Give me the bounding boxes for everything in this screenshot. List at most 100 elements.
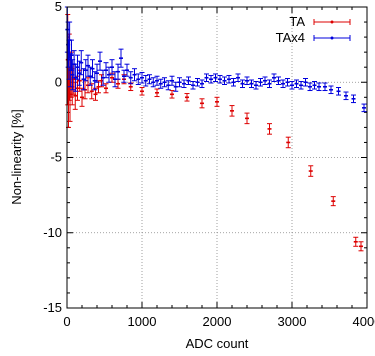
y-tick-label: -10 — [43, 225, 62, 240]
data-point — [94, 63, 100, 83]
data-point — [240, 79, 245, 89]
data-point — [177, 77, 182, 88]
data-point — [280, 79, 286, 89]
data-point — [143, 74, 149, 87]
legend-item-tax4: TAx4 — [276, 30, 351, 45]
data-point — [303, 77, 308, 87]
data-point — [298, 80, 304, 90]
data-point — [109, 59, 115, 76]
data-point — [97, 51, 103, 71]
data-point — [351, 94, 356, 104]
data-point — [103, 83, 109, 94]
data-point — [87, 66, 93, 86]
data-point — [229, 105, 235, 117]
data-point — [139, 71, 145, 84]
data-point — [115, 63, 121, 80]
data-point — [361, 103, 367, 113]
data-point — [118, 48, 124, 68]
y-axis-title: Non-linearity [%] — [9, 109, 24, 204]
x-tick-label: 4000 — [353, 314, 375, 329]
data-point — [181, 79, 187, 89]
data-point — [330, 196, 336, 207]
data-point — [285, 136, 291, 149]
data-point — [267, 79, 272, 89]
data-point — [285, 77, 290, 87]
data-point — [307, 82, 313, 92]
data-point — [195, 77, 200, 87]
data-point — [93, 87, 98, 101]
data-point — [328, 85, 334, 95]
data-point — [353, 236, 359, 247]
data-point — [69, 39, 74, 71]
plot-frame — [66, 6, 368, 309]
data-point — [271, 73, 277, 82]
legend-label: TA — [289, 14, 305, 29]
legend-marker — [330, 36, 334, 40]
data-point — [103, 62, 109, 79]
data-point — [158, 78, 164, 89]
data-point — [262, 76, 268, 86]
data-point — [165, 80, 171, 91]
data-point — [162, 77, 167, 88]
data-point — [316, 82, 322, 92]
data-point — [169, 90, 175, 99]
data-point — [235, 73, 241, 82]
data-point — [249, 79, 254, 89]
data-point — [128, 82, 134, 92]
legend-marker — [330, 20, 334, 24]
x-tick-label: 2000 — [203, 314, 232, 329]
data-point — [253, 80, 259, 90]
legend-label: TAx4 — [276, 30, 305, 45]
legend-item-ta: TA — [289, 14, 351, 29]
data-point — [83, 59, 89, 82]
data-point — [214, 96, 220, 107]
data-point — [154, 88, 160, 98]
data-point — [184, 93, 190, 102]
data-point — [135, 73, 141, 86]
data-point — [128, 71, 134, 85]
data-point — [336, 87, 341, 96]
data-point — [244, 76, 250, 86]
data-point — [222, 76, 227, 86]
data-point — [308, 165, 314, 177]
data-point — [81, 68, 86, 91]
data-point — [226, 74, 232, 84]
y-tick-label: -5 — [50, 150, 62, 165]
data-point — [150, 77, 156, 88]
tick-labels: 0 1000 2000 3000 4000 -15 -10 -5 0 5 — [43, 0, 375, 329]
data-point — [190, 80, 196, 90]
data-point — [92, 71, 98, 91]
data-point — [322, 82, 328, 92]
data-point — [139, 87, 145, 96]
data-point — [276, 76, 281, 86]
data-point — [78, 50, 84, 76]
data-point — [343, 91, 349, 101]
data-point — [147, 74, 152, 85]
data-point — [204, 73, 209, 82]
data-point — [294, 79, 299, 89]
data-point — [154, 75, 160, 86]
data-point — [186, 76, 191, 86]
x-tick-label: 3000 — [278, 314, 307, 329]
data-point — [217, 74, 223, 84]
data-point — [199, 98, 205, 109]
data-point — [76, 60, 82, 86]
grid — [67, 7, 367, 308]
y-tick-label: 0 — [55, 74, 62, 89]
data-point — [124, 63, 130, 77]
data-point — [312, 80, 317, 90]
x-tick-label: 1000 — [128, 314, 157, 329]
data-point — [231, 77, 236, 87]
y-tick-label: 5 — [55, 0, 62, 14]
data-point — [267, 123, 272, 135]
data-point — [358, 241, 364, 252]
data-point — [199, 79, 205, 89]
data-point — [244, 112, 250, 125]
data-point — [289, 80, 295, 90]
data-point — [132, 68, 137, 82]
x-axis-title: ADC count — [186, 336, 249, 351]
data-point — [213, 73, 218, 82]
